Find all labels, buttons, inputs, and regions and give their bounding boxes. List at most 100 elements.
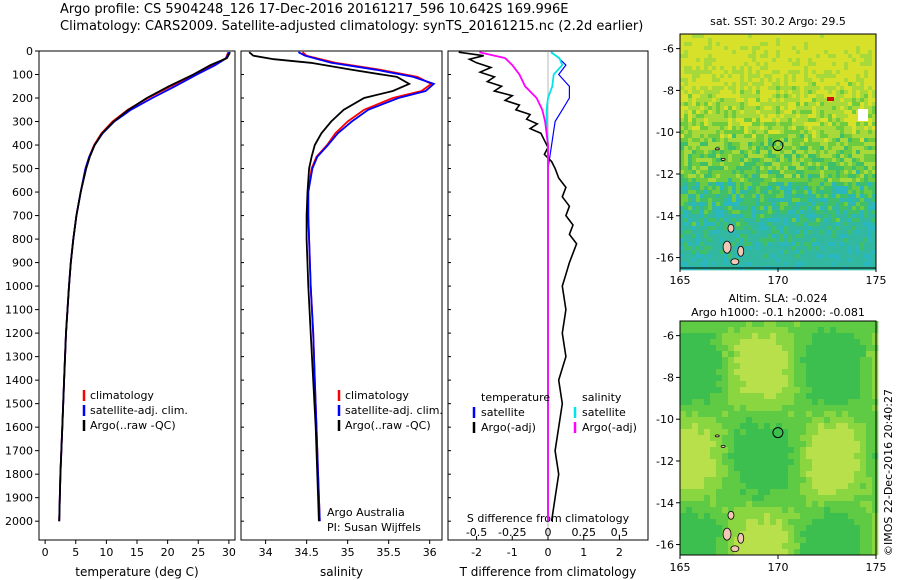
sst-cell [724,66,729,71]
sst-cell [784,42,789,47]
sst-cell [828,142,833,147]
sla-cell [776,345,783,352]
sst-cell [816,214,821,219]
pi-label: PI: Susan Wijffels [327,521,421,534]
sst-cell [836,234,841,239]
sst-cell [724,98,729,103]
sst-cell [724,134,729,139]
sst-cell [780,226,785,231]
sla-cell [794,537,801,544]
sla-cell [788,459,795,466]
sst-cell [812,38,817,43]
sst-cell [688,130,693,135]
sst-cell [708,138,713,143]
sst-cell [680,170,685,175]
sst-cell [740,62,745,67]
sst-cell [848,206,853,211]
sla-cell [818,483,825,490]
sst-cell [684,162,689,167]
sla-cell [848,495,855,502]
s-tick-label: 0 [545,526,552,539]
sst-cell [820,210,825,215]
sst-cell [816,34,821,39]
sst-cell [872,70,877,75]
sst-cell [824,154,829,159]
sst-cell [812,54,817,59]
sst-cell [684,134,689,139]
sla-cell [680,447,687,454]
sst-cell [872,74,877,79]
sla-cell [704,471,711,478]
sst-cell [812,118,817,123]
sst-cell [724,110,729,115]
sst-cell [800,82,805,87]
sst-cell [780,186,785,191]
sla-cell [800,501,807,508]
sst-cell [812,250,817,255]
sst-cell [784,102,789,107]
sst-cell [712,222,717,227]
sla-cell [866,477,873,484]
sla-cell [830,513,837,520]
sla-cell [770,423,777,430]
sst-cell [748,122,753,127]
sst-cell [748,142,753,147]
sst-cell [684,42,689,47]
sla-cell [692,537,699,544]
sst-cell [772,62,777,67]
sla-cell [686,387,693,394]
sla-cell [710,441,717,448]
sst-cell [860,94,865,99]
sst-cell [768,114,773,119]
sst-cell [704,218,709,223]
sla-cell [842,477,849,484]
sst-cell [768,226,773,231]
sst-cell [768,34,773,39]
island [720,157,726,161]
sst-cell [820,62,825,67]
sst-cell [764,142,769,147]
sst-cell [780,50,785,55]
sst-cell [696,66,701,71]
sst-cell [808,66,813,71]
sst-cell [720,138,725,143]
sst-cell [828,86,833,91]
sst-cell [688,50,693,55]
sst-cell [704,170,709,175]
sla-cell [752,399,759,406]
sst-cell [752,142,757,147]
sst-cell [704,258,709,263]
sla-cell [734,399,741,406]
sst-cell [792,246,797,251]
sla-cell [692,405,699,412]
sla-cell [776,453,783,460]
sst-cell [784,134,789,139]
sla-cell [728,417,735,424]
legend-label: Argo(-adj) [481,421,536,434]
sst-cell [708,234,713,239]
sla-cell [860,321,867,328]
sla-cell [860,495,867,502]
sla-cell [722,405,729,412]
sst-cell [764,130,769,135]
sla-cell [758,381,765,388]
sst-cell [768,66,773,71]
sst-cell [848,86,853,91]
sla-cell [830,477,837,484]
sla-cell [782,459,789,466]
sst-cell [828,38,833,43]
sla-cell [752,333,759,340]
sst-cell [812,154,817,159]
sst-cell [792,226,797,231]
sla-cell [806,435,813,442]
sst-cell [856,218,861,223]
sla-cell [770,465,777,472]
sst-cell [808,178,813,183]
sla-cell [764,339,771,346]
sst-cell [716,230,721,235]
sst-cell [696,210,701,215]
sst-cell [872,162,877,167]
sst-cell [708,122,713,127]
sla-cell [740,453,747,460]
legend-label: satellite-adj. clim. [90,404,188,417]
